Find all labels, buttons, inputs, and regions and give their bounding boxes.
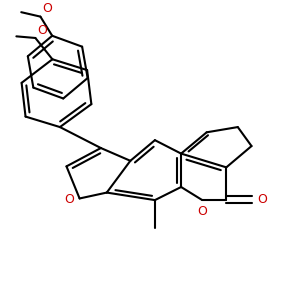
Text: O: O	[37, 23, 47, 37]
Text: O: O	[257, 193, 267, 206]
Text: O: O	[42, 2, 52, 15]
Text: O: O	[64, 193, 74, 206]
Text: O: O	[197, 205, 207, 218]
